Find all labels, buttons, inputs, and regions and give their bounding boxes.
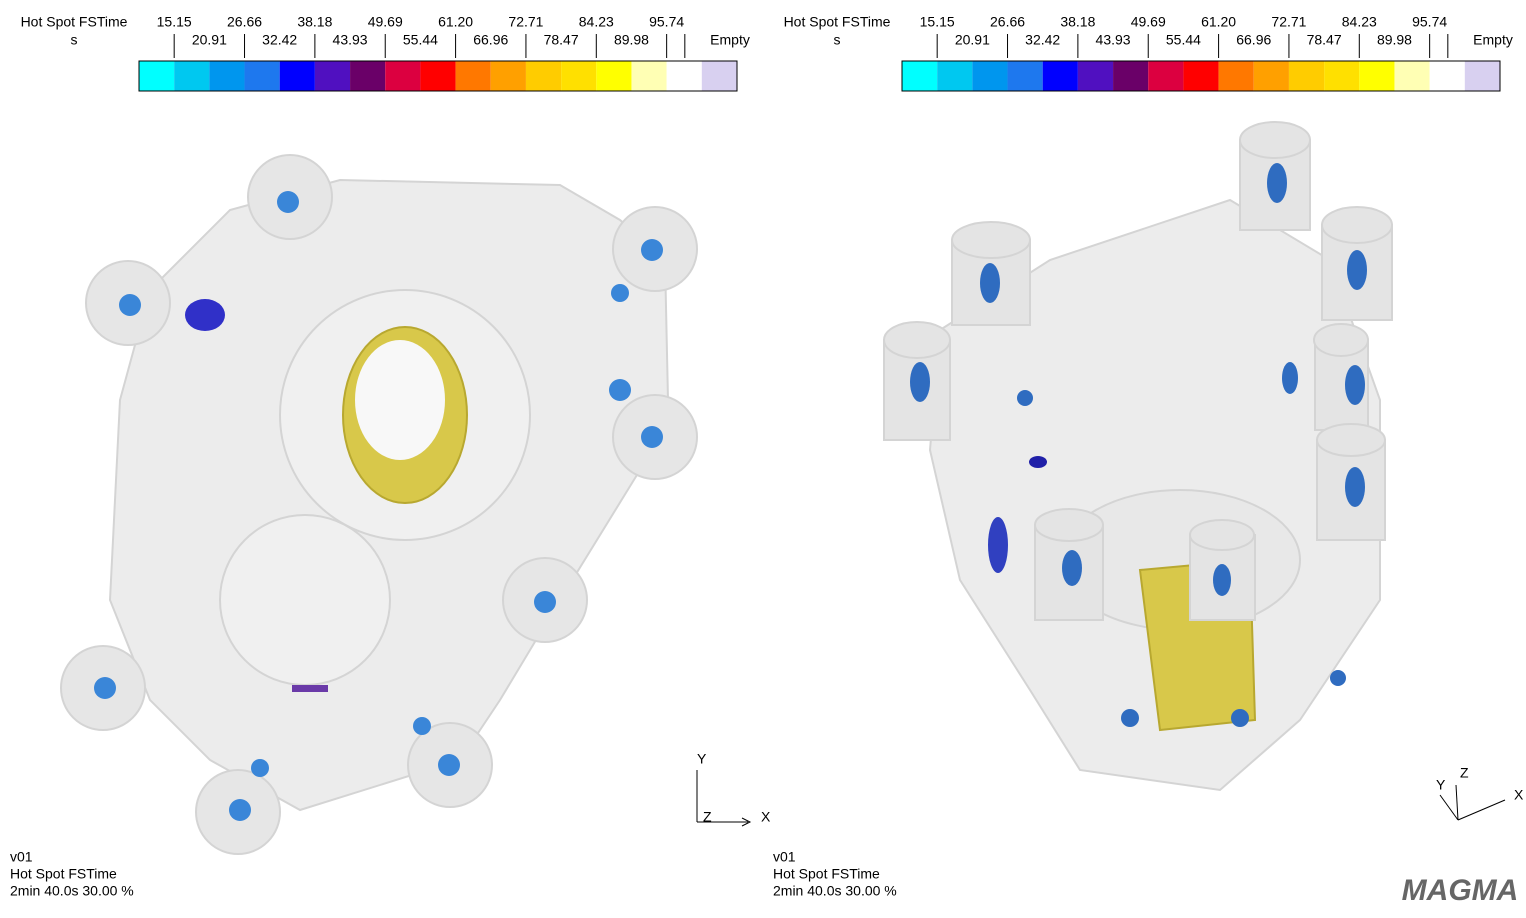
legend-swatch — [666, 61, 702, 91]
legend-swatch — [1042, 61, 1078, 91]
axis-label: Z — [1460, 765, 1469, 781]
legend-tick-label: 61.20 — [1201, 14, 1236, 30]
legend-frame — [901, 60, 1501, 92]
legend-tick-label: 49.69 — [368, 14, 403, 30]
legend-unit: s — [71, 32, 78, 48]
legend-empty-label: Empty — [710, 32, 750, 48]
legend-swatch — [385, 61, 421, 91]
legend-swatch — [350, 61, 386, 91]
info-line: 2min 40.0s 30.00 % — [773, 883, 897, 899]
legend-frame — [138, 60, 738, 92]
legend-tick-label: 84.23 — [579, 14, 614, 30]
legend-swatch — [631, 61, 667, 91]
legend-tick-label: 20.91 — [955, 32, 990, 48]
axis-label: Z — [703, 809, 712, 825]
legend-swatch — [902, 61, 938, 91]
legend-tick-label: 38.18 — [297, 14, 332, 30]
left-casting — [60, 154, 698, 855]
legend-swatch — [972, 61, 1008, 91]
legend-tick-label: 26.66 — [990, 14, 1025, 30]
info-line: Hot Spot FSTime — [10, 866, 117, 882]
legend-tick-label: 15.15 — [157, 14, 192, 30]
legend-swatch — [937, 61, 973, 91]
legend-swatch — [455, 61, 491, 91]
legend-swatch — [1007, 61, 1043, 91]
legend-tick-label: 43.93 — [333, 32, 368, 48]
legend-tick-label: 15.15 — [920, 14, 955, 30]
legend-swatch — [174, 61, 210, 91]
legend-tick-label: 89.98 — [614, 32, 649, 48]
legend-swatch — [1183, 61, 1219, 91]
legend-swatch — [1218, 61, 1254, 91]
legend-swatch — [209, 61, 245, 91]
legend-tick-label: 78.47 — [1307, 32, 1342, 48]
legend-tick-label: 72.71 — [508, 14, 543, 30]
info-line: Hot Spot FSTime — [773, 866, 880, 882]
legend-swatch — [1113, 61, 1149, 91]
legend-swatch — [420, 61, 456, 91]
legend-tick-label: 38.18 — [1060, 14, 1095, 30]
right-axis-triad — [1439, 784, 1506, 821]
legend-tick-label: 72.71 — [1271, 14, 1306, 30]
legend-title: Hot Spot FSTime — [784, 14, 891, 30]
legend-tick-label: 78.47 — [544, 32, 579, 48]
legend-tick-label: 49.69 — [1131, 14, 1166, 30]
legend-tick-label: 89.98 — [1377, 32, 1412, 48]
axis-label: Y — [1436, 777, 1446, 793]
legend-title: Hot Spot FSTime — [21, 14, 128, 30]
legend-tick-label: 84.23 — [1342, 14, 1377, 30]
left-axis-triad — [696, 770, 752, 827]
legend-swatch — [701, 61, 737, 91]
info-line: v01 — [773, 849, 796, 865]
legend-swatch — [1394, 61, 1430, 91]
legend-swatch — [139, 61, 175, 91]
legend-tick-label: 20.91 — [192, 32, 227, 48]
legend-swatch — [525, 61, 562, 91]
axis-label: X — [1514, 787, 1524, 803]
legend-tick-label: 55.44 — [1166, 32, 1201, 48]
legend-tick-label: 95.74 — [1412, 14, 1447, 30]
legend-swatch — [596, 61, 632, 91]
axis-label: Y — [697, 751, 707, 767]
legend-tick-label: 32.42 — [262, 32, 297, 48]
logo: MAGMA — [1402, 874, 1519, 907]
legend-tick-label: 66.96 — [473, 32, 508, 48]
legend-swatch — [1288, 61, 1325, 91]
legend-swatch — [279, 61, 315, 91]
legend-tick-label: 26.66 — [227, 14, 262, 30]
legend-tick-label: 43.93 — [1096, 32, 1131, 48]
legend-swatch — [1148, 61, 1184, 91]
legend-swatch — [561, 61, 597, 91]
legend-swatch — [1359, 61, 1395, 91]
axis-label: X — [761, 809, 771, 825]
legend-swatch — [1429, 61, 1465, 91]
legend-swatch — [314, 61, 351, 91]
legend-tick-label: 55.44 — [403, 32, 438, 48]
info-line: v01 — [10, 849, 33, 865]
legend-swatch — [490, 61, 526, 91]
legend-unit: s — [834, 32, 841, 48]
right-casting — [883, 121, 1393, 792]
legend-swatch — [1253, 61, 1289, 91]
legend-swatch — [1324, 61, 1360, 91]
legend-swatch — [1077, 61, 1114, 91]
legend-empty-label: Empty — [1473, 32, 1513, 48]
legend-tick-label: 32.42 — [1025, 32, 1060, 48]
legend-tick-label: 95.74 — [649, 14, 684, 30]
info-line: 2min 40.0s 30.00 % — [10, 883, 134, 899]
legend-tick-label: 66.96 — [1236, 32, 1271, 48]
legend-swatch — [244, 61, 280, 91]
legend-swatch — [1464, 61, 1500, 91]
legend-tick-label: 61.20 — [438, 14, 473, 30]
